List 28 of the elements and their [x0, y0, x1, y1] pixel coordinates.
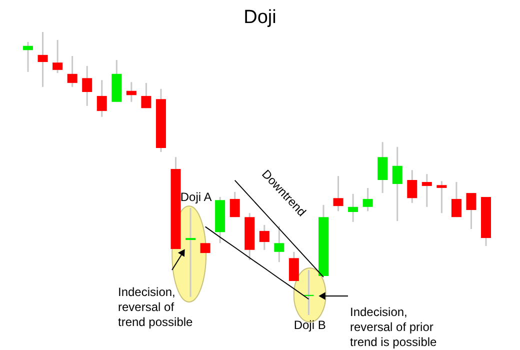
candlestick: [259, 224, 270, 251]
candlestick: [378, 141, 388, 194]
candlestick: [67, 55, 78, 88]
candlestick: [230, 191, 240, 218]
annotation: Doji A: [180, 190, 212, 204]
candlestick: [436, 180, 447, 214]
candlestick: [466, 192, 476, 230]
candlestick: [52, 39, 63, 74]
candlestick: [422, 173, 432, 208]
candlestick: [126, 81, 136, 103]
candlestick: [82, 65, 92, 107]
candlestick: [362, 187, 373, 212]
candlestick: [38, 31, 48, 88]
candlestick: [23, 41, 33, 73]
text: Doji B: [294, 318, 326, 332]
chart-title: Doji: [244, 7, 276, 28]
candlestick: [288, 251, 299, 282]
annotation: Indecision, reversal of prior trend is possible: [350, 305, 438, 349]
candlestick: [392, 146, 402, 222]
candlestick: [274, 225, 284, 263]
candlestick: [348, 193, 358, 223]
candlestick: [186, 207, 196, 298]
annotation: Indecision, reversal of trend possible: [118, 285, 194, 329]
candlestick: [333, 175, 344, 212]
candlestick: [451, 181, 462, 218]
candlestick: [407, 169, 418, 204]
candlestick: [141, 82, 152, 109]
candlestick: [96, 79, 107, 118]
